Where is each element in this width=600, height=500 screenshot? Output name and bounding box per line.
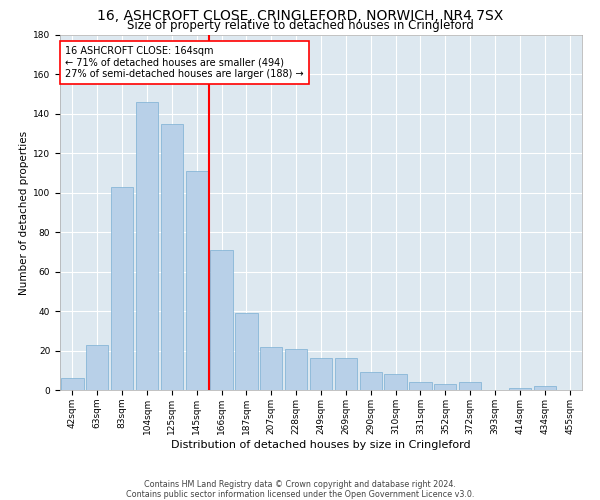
Bar [509,388,531,390]
Bar [185,171,208,390]
Bar [459,382,481,390]
Bar [161,124,183,390]
Bar [211,250,233,390]
Bar [310,358,332,390]
Bar [409,382,431,390]
Text: Size of property relative to detached houses in Cringleford: Size of property relative to detached ho… [127,18,473,32]
X-axis label: Distribution of detached houses by size in Cringleford: Distribution of detached houses by size … [171,440,471,450]
Bar [86,344,109,390]
Bar [136,102,158,390]
Bar [61,378,83,390]
Text: 16, ASHCROFT CLOSE, CRINGLEFORD, NORWICH, NR4 7SX: 16, ASHCROFT CLOSE, CRINGLEFORD, NORWICH… [97,9,503,23]
Bar [235,313,257,390]
Y-axis label: Number of detached properties: Number of detached properties [19,130,29,294]
Bar [434,384,457,390]
Bar [385,374,407,390]
Bar [533,386,556,390]
Text: Contains HM Land Registry data © Crown copyright and database right 2024.
Contai: Contains HM Land Registry data © Crown c… [126,480,474,499]
Bar [260,346,283,390]
Text: 16 ASHCROFT CLOSE: 164sqm
← 71% of detached houses are smaller (494)
27% of semi: 16 ASHCROFT CLOSE: 164sqm ← 71% of detac… [65,46,304,79]
Bar [111,187,133,390]
Bar [335,358,357,390]
Bar [359,372,382,390]
Bar [285,348,307,390]
